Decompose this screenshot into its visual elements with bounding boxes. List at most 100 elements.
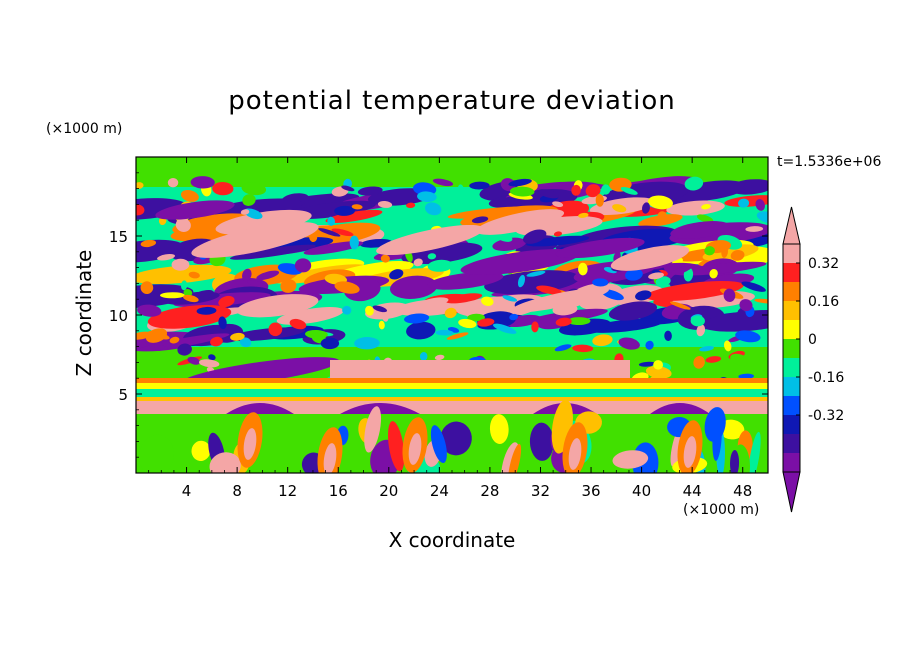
contour-region — [538, 189, 559, 199]
contour-region — [531, 321, 539, 333]
contour-region — [137, 304, 162, 317]
contour-region — [446, 332, 469, 340]
contour-region — [669, 301, 691, 310]
contour-region — [595, 194, 604, 207]
contour-region — [748, 431, 761, 473]
contour-region — [741, 281, 766, 292]
inversion-layer — [136, 401, 768, 414]
y-axis-scale-note: (×1000 m) — [46, 121, 123, 137]
contour-region — [657, 211, 668, 221]
contour-region — [705, 356, 722, 363]
colorbar-segment — [783, 434, 800, 453]
contour-region — [529, 422, 554, 461]
colorbar-segment — [783, 377, 800, 396]
contour-region — [342, 305, 352, 315]
x-axis-scale-note: (×1000 m) — [683, 502, 760, 518]
contour-region — [218, 295, 235, 308]
colorbar-tick-label: 0 — [808, 332, 817, 348]
cold-dome — [340, 403, 420, 414]
contour-region — [183, 294, 199, 303]
cold-anomaly — [460, 249, 580, 275]
contour-region — [239, 337, 252, 348]
contour-region — [140, 281, 154, 295]
contour-region — [177, 343, 192, 356]
contour-region — [495, 232, 513, 242]
contour-region — [136, 331, 153, 340]
contour-region — [406, 202, 416, 208]
contour-region — [434, 354, 445, 361]
colorbar-segment — [783, 282, 800, 301]
contour-region — [709, 269, 718, 279]
x-tick-label: 36 — [581, 482, 600, 500]
contour-region — [730, 450, 740, 473]
contour-region — [696, 324, 706, 337]
contour-region — [303, 241, 364, 255]
contour-region — [198, 359, 220, 368]
contour-region — [229, 244, 316, 260]
contour-region — [647, 195, 673, 210]
x-tick-label: 44 — [683, 482, 702, 500]
thermal-core — [683, 436, 697, 468]
x-tick-label: 28 — [480, 482, 499, 500]
contour-region — [477, 318, 495, 327]
contour-region — [645, 340, 654, 350]
contour-region — [674, 261, 767, 276]
contour-region — [427, 259, 453, 272]
contour-region — [320, 337, 340, 350]
contour-region — [508, 178, 532, 187]
contour-region — [701, 204, 711, 210]
contour-region — [536, 285, 562, 295]
contour-region — [187, 356, 201, 365]
contour-region — [641, 202, 650, 214]
contour-region — [645, 365, 672, 379]
contour-region — [268, 322, 283, 337]
contour-region — [406, 321, 436, 340]
x-tick-label: 20 — [379, 482, 398, 500]
layer-edge — [136, 378, 768, 383]
cold-anomaly — [155, 200, 235, 220]
contour-region — [481, 296, 494, 306]
contour-region — [612, 450, 649, 469]
colorbar-segment — [783, 358, 800, 377]
contour-region — [387, 421, 405, 472]
contour-region — [467, 313, 485, 322]
contour-region — [508, 443, 522, 473]
y-tick-label: 15 — [109, 228, 128, 246]
contour-region — [427, 253, 437, 260]
contour-region — [620, 187, 638, 195]
contour-region — [188, 271, 200, 279]
contour-region — [354, 337, 380, 350]
contour-region — [592, 278, 609, 287]
time-label: t=1.5336e+06 — [777, 154, 882, 170]
contour-region — [712, 414, 722, 461]
contour-region — [294, 258, 312, 273]
contour-region — [502, 295, 518, 302]
contour-region — [684, 176, 704, 191]
contour-region — [289, 318, 307, 330]
contour-region — [690, 315, 705, 327]
chart-title: potential temperature deviation — [228, 86, 676, 116]
contour-region — [169, 336, 180, 344]
colorbar-tick-label: 0.16 — [808, 294, 839, 310]
contour-region — [378, 320, 385, 330]
contour-region — [517, 274, 526, 288]
layer-edge — [136, 383, 768, 389]
cold-dome — [226, 403, 294, 414]
colorbar-tick-label: -0.32 — [808, 408, 844, 424]
contour-region — [745, 226, 764, 232]
contour-region — [553, 231, 562, 237]
colorbar-segment — [783, 320, 800, 339]
contour-region — [372, 305, 388, 313]
contour-region — [227, 327, 306, 342]
contour-region — [592, 334, 613, 347]
contour-region — [670, 265, 693, 275]
contour-region — [212, 181, 234, 196]
contour-region — [136, 287, 142, 296]
layer-edge — [136, 389, 768, 397]
contour-region — [180, 280, 188, 291]
contour-region — [653, 360, 664, 370]
contour-region — [572, 344, 594, 353]
contour-region — [351, 204, 363, 210]
contour-region — [509, 313, 519, 321]
